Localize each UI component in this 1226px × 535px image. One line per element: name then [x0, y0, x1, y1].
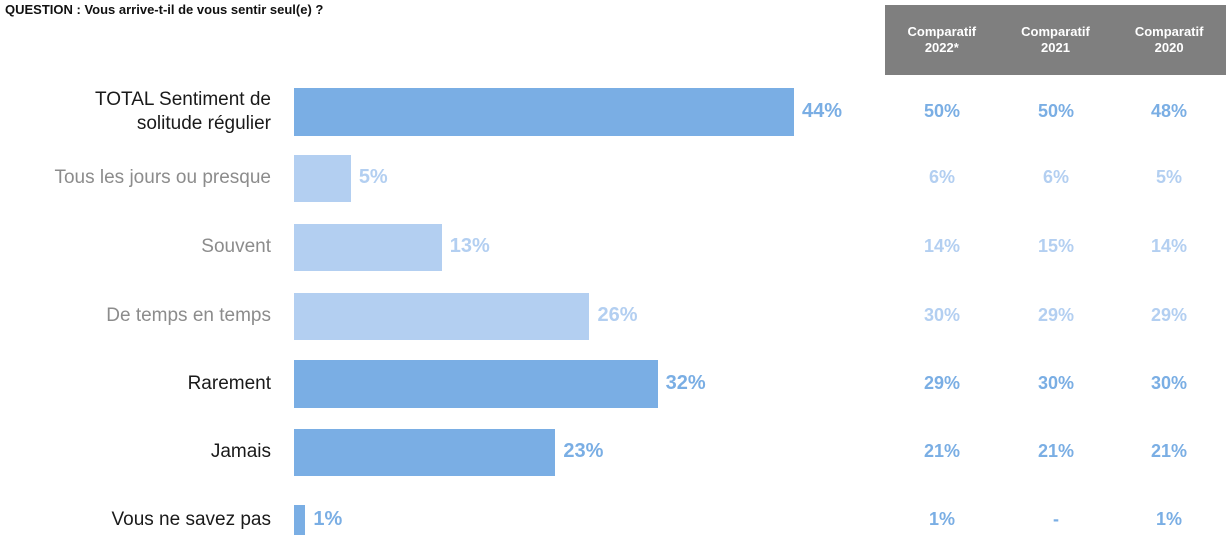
category-label-line: Tous les jours ou presque — [54, 167, 271, 188]
comparatif-value: 6% — [929, 167, 956, 187]
comparatif-2020-header: Comparatif 2020 — [1112, 5, 1226, 75]
comparatif-2022-year: 2022* — [924, 40, 959, 55]
bar-value-label: 23% — [563, 440, 604, 462]
category-label: Tous les jours ou presque — [54, 166, 271, 190]
comparatif-value: 29% — [924, 373, 961, 393]
comparatif-value: 21% — [924, 441, 961, 461]
comparatif-value: 29% — [1151, 305, 1188, 325]
comparatif-2020-label: Comparatif — [1134, 24, 1204, 39]
bar-value-label: 5% — [358, 166, 388, 188]
comparatif-2021-header: Comparatif 2021 — [998, 5, 1113, 75]
comparatif-value: - — [1053, 509, 1060, 529]
category-label: TOTAL Sentiment de solitude régulier — [95, 88, 271, 136]
comparatif-value: 21% — [1038, 441, 1075, 461]
bar — [294, 428, 556, 476]
comparatif-value: 21% — [1151, 441, 1188, 461]
comparatif-value: 1% — [929, 509, 956, 529]
comparatif-value: 48% — [1151, 101, 1188, 121]
category-label: Vous ne savez pas — [112, 508, 272, 532]
comparatif-value: 50% — [1038, 101, 1075, 121]
comparatif-2022-header: Comparatif 2022* — [885, 5, 999, 75]
category-label-line: Vous ne savez pas — [111, 509, 272, 530]
comparatif-value: 30% — [1038, 373, 1075, 393]
comparatif-value: 6% — [1043, 167, 1070, 187]
comparatif-2021-label: Comparatif — [1021, 24, 1090, 39]
bar — [294, 154, 351, 202]
category-label: De temps en temps — [106, 304, 271, 328]
comparatif-2022-label: Comparatif — [907, 24, 977, 39]
comparatif-value: 1% — [1156, 509, 1183, 529]
comparatif-value: 14% — [924, 236, 961, 256]
bar — [294, 88, 794, 136]
category-label-line: solitude régulier — [136, 113, 271, 134]
bar — [294, 292, 590, 340]
bar — [294, 505, 306, 535]
question-title: QUESTION : Vous arrive-t-il de vous sent… — [5, 2, 324, 17]
comparatif-value: 14% — [1151, 236, 1188, 256]
comparatif-value: 15% — [1038, 236, 1075, 256]
category-label-line: TOTAL Sentiment de — [94, 89, 271, 110]
bar-value-label: 1% — [313, 508, 343, 530]
category-label: Souvent — [201, 235, 271, 259]
bar-value-label: 13% — [449, 235, 490, 257]
comparatif-value: 30% — [924, 305, 961, 325]
comparatif-2020-year: 2020 — [1154, 40, 1184, 55]
category-label-line: Rarement — [187, 373, 271, 394]
bar — [294, 360, 658, 408]
bar-value-label: 26% — [597, 304, 638, 326]
bar — [294, 223, 442, 271]
bar-value-label: 44% — [802, 100, 843, 122]
comparatif-value: 29% — [1038, 305, 1075, 325]
category-label-line: Souvent — [201, 236, 271, 257]
category-label: Jamais — [211, 440, 271, 464]
bar-value-label: 32% — [665, 372, 706, 394]
category-label: Rarement — [188, 372, 271, 396]
category-label-line: Jamais — [210, 441, 271, 462]
comparatif-2021-year: 2021 — [1041, 40, 1070, 55]
comparatif-value: 5% — [1156, 167, 1183, 187]
comparatif-header: Comparatif 2022* Comparatif 2021 Compara… — [885, 5, 1226, 75]
comparatif-value: 50% — [924, 101, 961, 121]
category-label-line: De temps en temps — [106, 305, 271, 326]
comparatif-value: 30% — [1151, 373, 1188, 393]
